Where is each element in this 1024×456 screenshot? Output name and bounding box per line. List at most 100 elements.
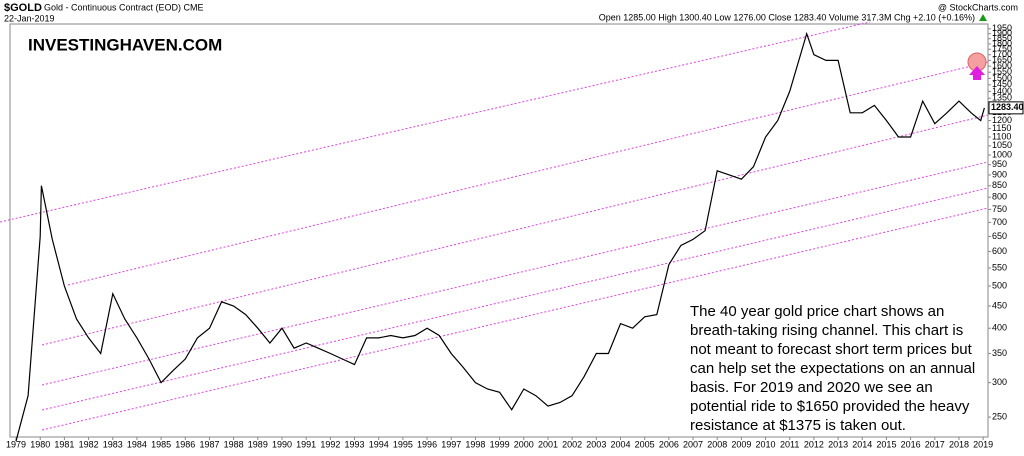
channel-line (41, 207, 989, 431)
x-tick-label: 2003 (586, 439, 606, 449)
channel-line (67, 61, 989, 286)
y-tick-label: 1800 (992, 38, 1012, 48)
y-tick-label: 450 (992, 300, 1007, 310)
x-tick-label: 2016 (901, 439, 921, 449)
y-tick-label: 1850 (992, 33, 1012, 43)
symbol: $GOLD (4, 2, 42, 14)
channel-line (41, 187, 989, 411)
y-tick-label: 350 (992, 348, 1007, 358)
x-tick-label: 1999 (490, 439, 510, 449)
x-tick-label: 2007 (683, 439, 703, 449)
annotation-line: The 40 year gold price chart shows an (690, 303, 944, 320)
x-tick-label: 1988 (224, 439, 244, 449)
x-tick-label: 1983 (103, 439, 123, 449)
credit: @ StockCharts.com (938, 2, 1018, 12)
annotation-line: not meant to forecast short term prices … (690, 341, 973, 358)
x-tick-label: 1992 (320, 439, 340, 449)
channel-lines (0, 21, 989, 431)
y-tick-label: 1000 (992, 149, 1012, 159)
y-tick-label: 1600 (992, 61, 1012, 71)
y-tick-label: 1900 (992, 28, 1012, 38)
x-tick-label: 1995 (393, 439, 413, 449)
x-tick-label: 2004 (610, 439, 630, 449)
x-tick-label: 2001 (538, 439, 558, 449)
x-tick-label: 2000 (514, 439, 534, 449)
y-tick-label: 900 (992, 169, 1007, 179)
y-tick-label: 1750 (992, 44, 1012, 54)
y-tick-label: 850 (992, 180, 1007, 190)
y-tick-label: 1650 (992, 55, 1012, 65)
channel-line (0, 21, 871, 223)
annotation-line: breath-taking rising channel. This chart… (690, 322, 963, 339)
x-tick-label: 2012 (804, 439, 824, 449)
y-tick-label: 500 (992, 280, 1007, 290)
x-tick-label: 2011 (780, 439, 799, 449)
x-tick-label: 1994 (369, 439, 389, 449)
brand: INVESTINGHAVEN.COM (28, 35, 222, 54)
x-tick-label: 1980 (30, 439, 50, 449)
x-tick-label: 2013 (828, 439, 848, 449)
x-tick-label: 2002 (562, 439, 582, 449)
annotation-line: basis. For 2019 and 2020 we see an (690, 379, 933, 396)
target-arrow (969, 66, 985, 80)
x-tick-label: 2009 (731, 439, 751, 449)
last-price-label: 1283.40 (991, 102, 1024, 112)
x-tick-label: 2018 (949, 439, 969, 449)
y-tick-label: 1350 (992, 93, 1012, 103)
y-tick-label: 1500 (992, 73, 1012, 83)
x-tick-label: 2006 (659, 439, 679, 449)
x-tick-label: 1984 (127, 439, 147, 449)
y-tick-label: 800 (992, 192, 1007, 202)
x-tick-label: 1996 (417, 439, 437, 449)
y-tick-label: 700 (992, 217, 1007, 227)
stats: Open 1285.00 High 1300.40 Low 1276.00 Cl… (599, 12, 975, 22)
x-tick-label: 1997 (441, 439, 461, 449)
x-tick-label: 1979 (6, 439, 26, 449)
x-tick-label: 1987 (199, 439, 219, 449)
annotation-line: can help set the expectations on an annu… (690, 360, 975, 377)
x-tick-label: 2005 (635, 439, 655, 449)
y-tick-label: 400 (992, 323, 1007, 333)
y-tick-label: 1100 (992, 131, 1011, 141)
x-tick-label: 1991 (296, 439, 316, 449)
y-tick-label: 650 (992, 231, 1007, 241)
y-tick-label: 1450 (992, 79, 1012, 89)
x-tick-label: 1998 (465, 439, 485, 449)
chart-title: Gold - Continuous Contract (EOD) CME (44, 2, 204, 12)
y-tick-label: 1700 (992, 49, 1012, 59)
y-tick-label: 950 (992, 159, 1007, 169)
x-tick-label: 1993 (345, 439, 365, 449)
up-arrow (979, 14, 987, 21)
channel-line (41, 161, 989, 386)
x-tick-label: 1985 (151, 439, 171, 449)
y-tick-label: 750 (992, 204, 1007, 214)
x-tick-label: 1989 (248, 439, 268, 449)
x-tick-label: 1986 (175, 439, 195, 449)
x-tick-label: 2010 (756, 439, 776, 449)
x-tick-label: 1981 (54, 439, 74, 449)
x-tick-label: 2014 (852, 439, 872, 449)
x-tick-label: 2019 (973, 439, 993, 449)
date: 22-Jan-2019 (4, 13, 55, 23)
y-tick-label: 1550 (992, 67, 1012, 77)
y-tick-label: 300 (992, 377, 1007, 387)
annotation-line: resistance at $1375 is taken out. (690, 417, 906, 434)
x-tick-label: 2008 (707, 439, 727, 449)
x-tick-label: 1990 (272, 439, 292, 449)
price-line (15, 31, 985, 442)
y-tick-label: 1150 (992, 123, 1011, 133)
y-tick-label: 1400 (992, 86, 1012, 96)
y-tick-label: 250 (992, 411, 1007, 421)
x-tick-label: 2017 (925, 439, 945, 449)
y-tick-label: 1200 (992, 115, 1012, 125)
plot-frame (9, 23, 989, 438)
last-price-box (988, 101, 1024, 115)
y-tick-label: 1950 (992, 23, 1012, 33)
y-tick-label: 1050 (992, 140, 1012, 150)
x-tick-label: 2015 (876, 439, 896, 449)
y-tick-label: 600 (992, 246, 1007, 256)
x-tick-label: 1982 (79, 439, 99, 449)
y-tick-label: 550 (992, 262, 1007, 272)
